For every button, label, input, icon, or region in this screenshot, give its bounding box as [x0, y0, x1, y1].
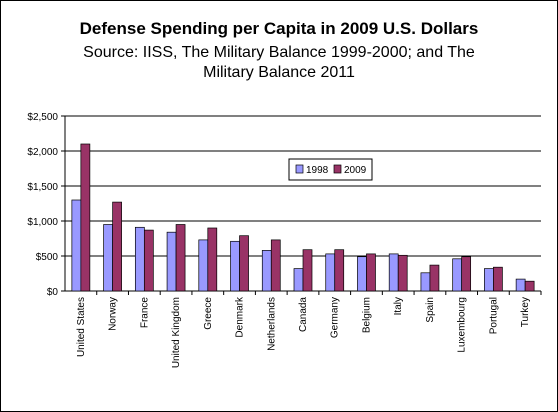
bar-2009: [366, 253, 376, 292]
y-tick-label: $2,500: [27, 112, 58, 123]
bar-2009: [302, 249, 313, 292]
bar-2009: [493, 266, 503, 292]
x-tick-label: France: [139, 297, 150, 329]
chart-subtitle: Source: IISS, The Military Balance 1999-…: [83, 44, 475, 81]
x-tick-label: United States: [76, 297, 87, 357]
legend-label: 2009: [344, 165, 367, 176]
bar-1998: [198, 239, 209, 292]
legend-box: [288, 158, 373, 181]
x-tick-label: Portugal: [488, 297, 499, 334]
x-tick-label: Turkey: [520, 297, 531, 327]
y-tick-label: $2,000: [27, 147, 58, 158]
bar-1998: [420, 272, 431, 292]
x-tick-label: United Kingdom: [171, 297, 182, 368]
bar-1998: [325, 253, 336, 292]
bar-1998: [357, 256, 367, 292]
y-tick-label: $1,500: [27, 182, 58, 193]
bar-1998: [261, 250, 272, 292]
bar-2009: [207, 227, 218, 292]
bar-2009: [334, 249, 345, 292]
bar-1998: [293, 268, 304, 292]
x-tick-label: Netherlands: [266, 297, 277, 351]
x-tick-label: Denmark: [235, 296, 246, 338]
bar-1998: [452, 258, 463, 292]
x-tick-label: Spain: [425, 297, 436, 323]
legend-swatch: [333, 164, 342, 174]
bar-2009: [397, 254, 408, 292]
bar-1998: [166, 231, 177, 292]
y-tick-label: $500: [36, 252, 59, 263]
bar-2009: [429, 264, 440, 292]
x-tick-label: Norway: [108, 297, 119, 331]
bar-1998: [103, 224, 113, 292]
bar-1998: [134, 226, 145, 292]
bar-2009: [461, 256, 472, 292]
bar-2009: [143, 229, 154, 292]
x-tick-label: Germany: [330, 297, 341, 338]
bar-1998: [388, 253, 399, 292]
legend-label: 1998: [306, 165, 329, 176]
x-tick-label: Canada: [298, 297, 309, 332]
bar-2009: [175, 224, 186, 292]
bar-1998: [484, 268, 494, 292]
bar-2009: [239, 235, 249, 292]
bar-2009: [270, 239, 281, 292]
legend-swatch: [295, 164, 304, 174]
bar-1998: [515, 278, 526, 292]
bar-2009: [524, 280, 535, 292]
x-tick-label: Luxembourg: [457, 297, 468, 353]
bar-1998: [71, 199, 82, 292]
y-tick-label: $1,000: [27, 217, 58, 228]
bar-1998: [230, 240, 240, 292]
bar-2009: [112, 201, 122, 292]
y-tick-label: $0: [47, 287, 59, 298]
bar-2009: [80, 143, 91, 292]
x-tick-label: Greece: [203, 297, 214, 330]
chart-title: Defense Spending per Capita in 2009 U.S.…: [79, 19, 479, 38]
x-tick-label: Belgium: [361, 297, 372, 333]
x-tick-label: Italy: [393, 297, 404, 315]
